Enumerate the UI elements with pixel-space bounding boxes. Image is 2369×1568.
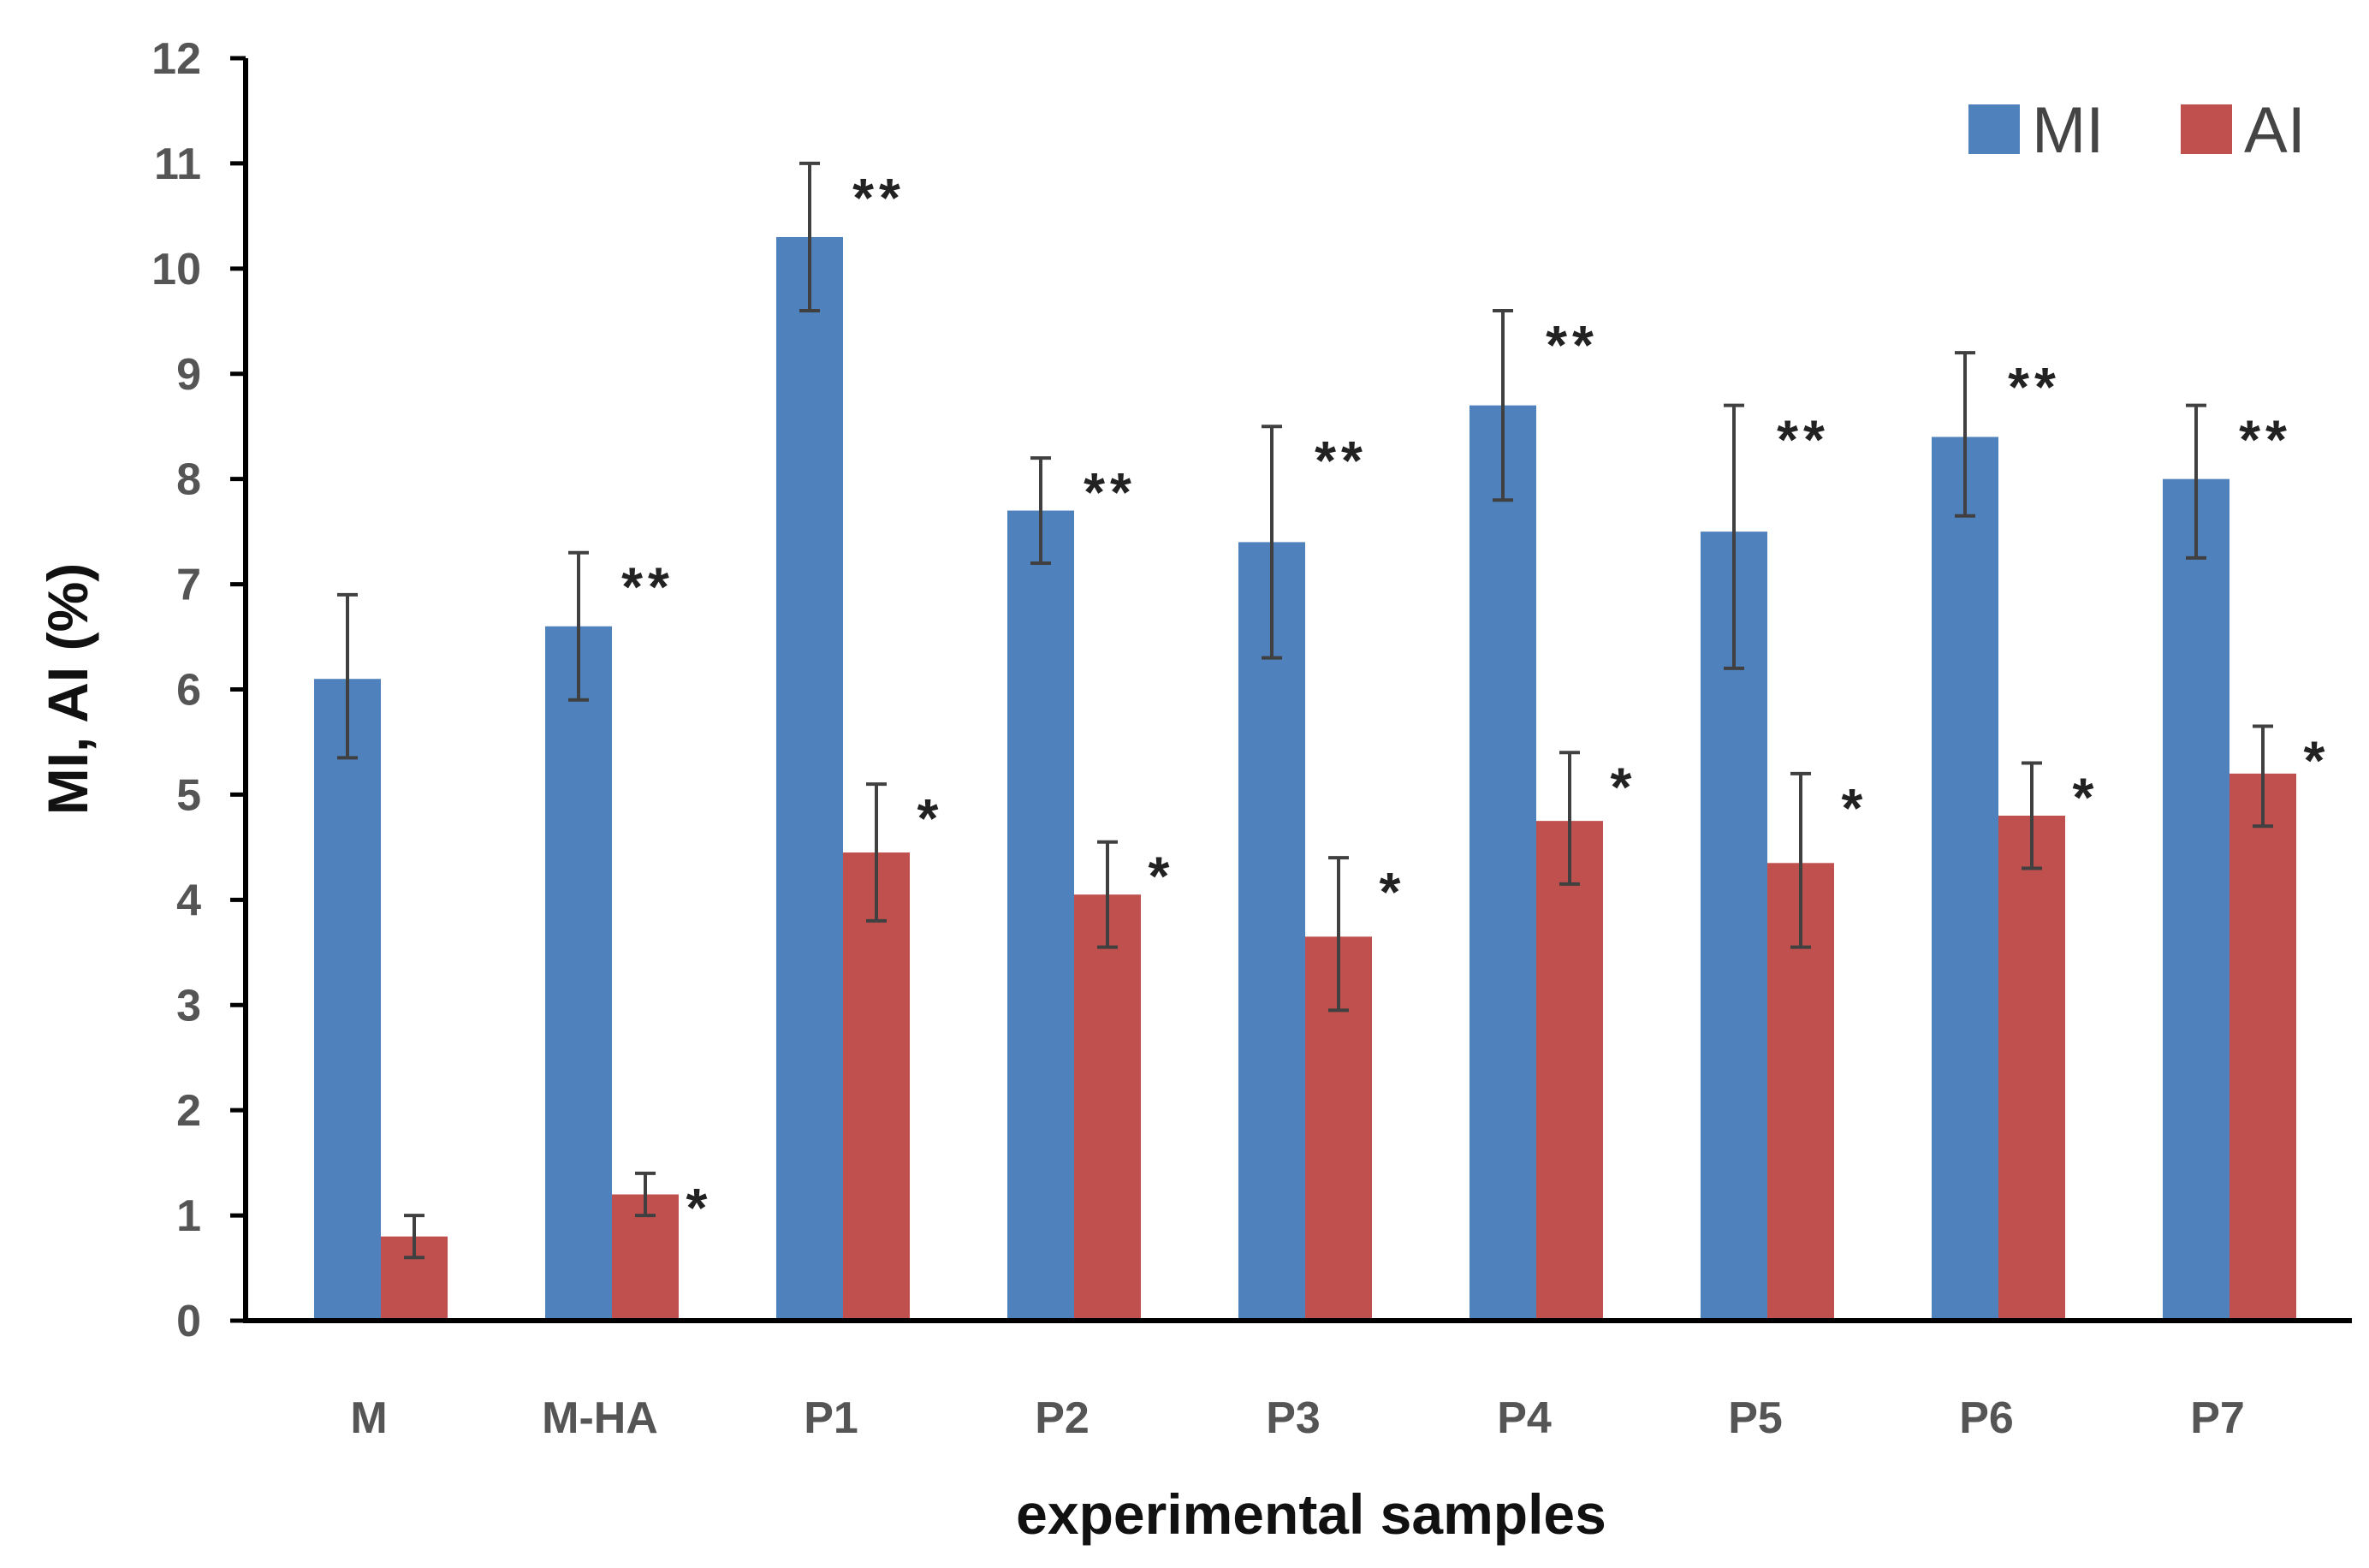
bar-ai: [1074, 894, 1141, 1321]
x-tick-label: P2: [1035, 1393, 1090, 1443]
bar-ai: [1998, 816, 2065, 1321]
significance-marker-ai: *: [686, 1177, 713, 1238]
y-tick-label: 9: [176, 350, 201, 400]
bar-mi: [1238, 542, 1305, 1321]
legend-label-ai: AI: [2244, 94, 2306, 167]
significance-marker-mi: **: [1777, 409, 1830, 471]
x-tick-label: M: [350, 1393, 387, 1443]
legend-label-mi: MI: [2032, 94, 2104, 167]
bar-mi: [2163, 478, 2229, 1321]
significance-marker-ai: *: [2304, 730, 2330, 792]
bar-mi: [545, 626, 612, 1321]
x-tick-label: P7: [2190, 1393, 2245, 1443]
significance-marker-ai: *: [1380, 861, 1406, 923]
significance-marker-ai: *: [2073, 767, 2099, 829]
bar-mi: [1469, 405, 1536, 1321]
x-tick-label: P3: [1266, 1393, 1321, 1443]
bar-mi: [314, 679, 381, 1321]
y-tick-label: 8: [176, 455, 201, 505]
y-tick-label: 0: [176, 1297, 201, 1346]
significance-marker-ai: *: [917, 787, 944, 849]
y-tick-label: 7: [176, 561, 201, 610]
x-tick-label: P1: [804, 1393, 858, 1443]
legend-swatch-ai: [2181, 104, 2232, 154]
y-tick-label: 3: [176, 981, 201, 1030]
y-tick-label: 6: [176, 666, 201, 716]
significance-marker-mi: **: [852, 167, 905, 229]
significance-marker-ai: *: [1611, 756, 1637, 817]
error-bars-layer: [337, 161, 2273, 1260]
y-tick-label: 4: [176, 876, 201, 925]
bar-ai: [2229, 773, 2296, 1321]
significance-marker-mi: **: [1315, 430, 1368, 491]
x-axis-title: experimental samples: [1016, 1482, 1606, 1546]
y-tick-label: 11: [154, 140, 201, 189]
y-tick-label: 2: [176, 1086, 201, 1136]
significance-marker-mi: **: [1084, 461, 1137, 523]
y-tick-label: 1: [176, 1191, 201, 1241]
y-tick-label: 12: [151, 34, 201, 84]
significance-marker-ai: *: [1842, 777, 1868, 839]
x-tick-label: M-HA: [542, 1393, 658, 1443]
legend: MI AI: [1968, 94, 2306, 167]
bar-ai: [1536, 821, 1603, 1321]
bar-mi: [1007, 510, 1074, 1321]
significance-marker-mi: **: [621, 556, 674, 618]
significance-marker-ai: *: [1149, 846, 1175, 907]
x-tick-label: P6: [1959, 1393, 2014, 1443]
bar-mi: [1932, 437, 1998, 1321]
x-tick-label: P5: [1728, 1393, 1783, 1443]
y-tick-label: 5: [176, 770, 201, 820]
x-tick-label: P4: [1497, 1393, 1552, 1443]
significance-markers-layer: ************************: [621, 167, 2330, 1238]
x-axis-ticks: M M-HA P1 P2 P3 P4 P5 P6 P7: [350, 1393, 2244, 1443]
bar-mi: [776, 236, 843, 1321]
significance-marker-mi: **: [2008, 356, 2061, 418]
y-axis-title: MI, AI (%): [36, 563, 99, 816]
significance-marker-mi: **: [1546, 314, 1599, 376]
significance-marker-mi: **: [2239, 409, 2292, 471]
y-tick-label: 10: [151, 245, 201, 294]
bars-layer: [314, 236, 2296, 1321]
legend-swatch-mi: [1968, 104, 2020, 154]
bar-ai: [843, 852, 910, 1321]
